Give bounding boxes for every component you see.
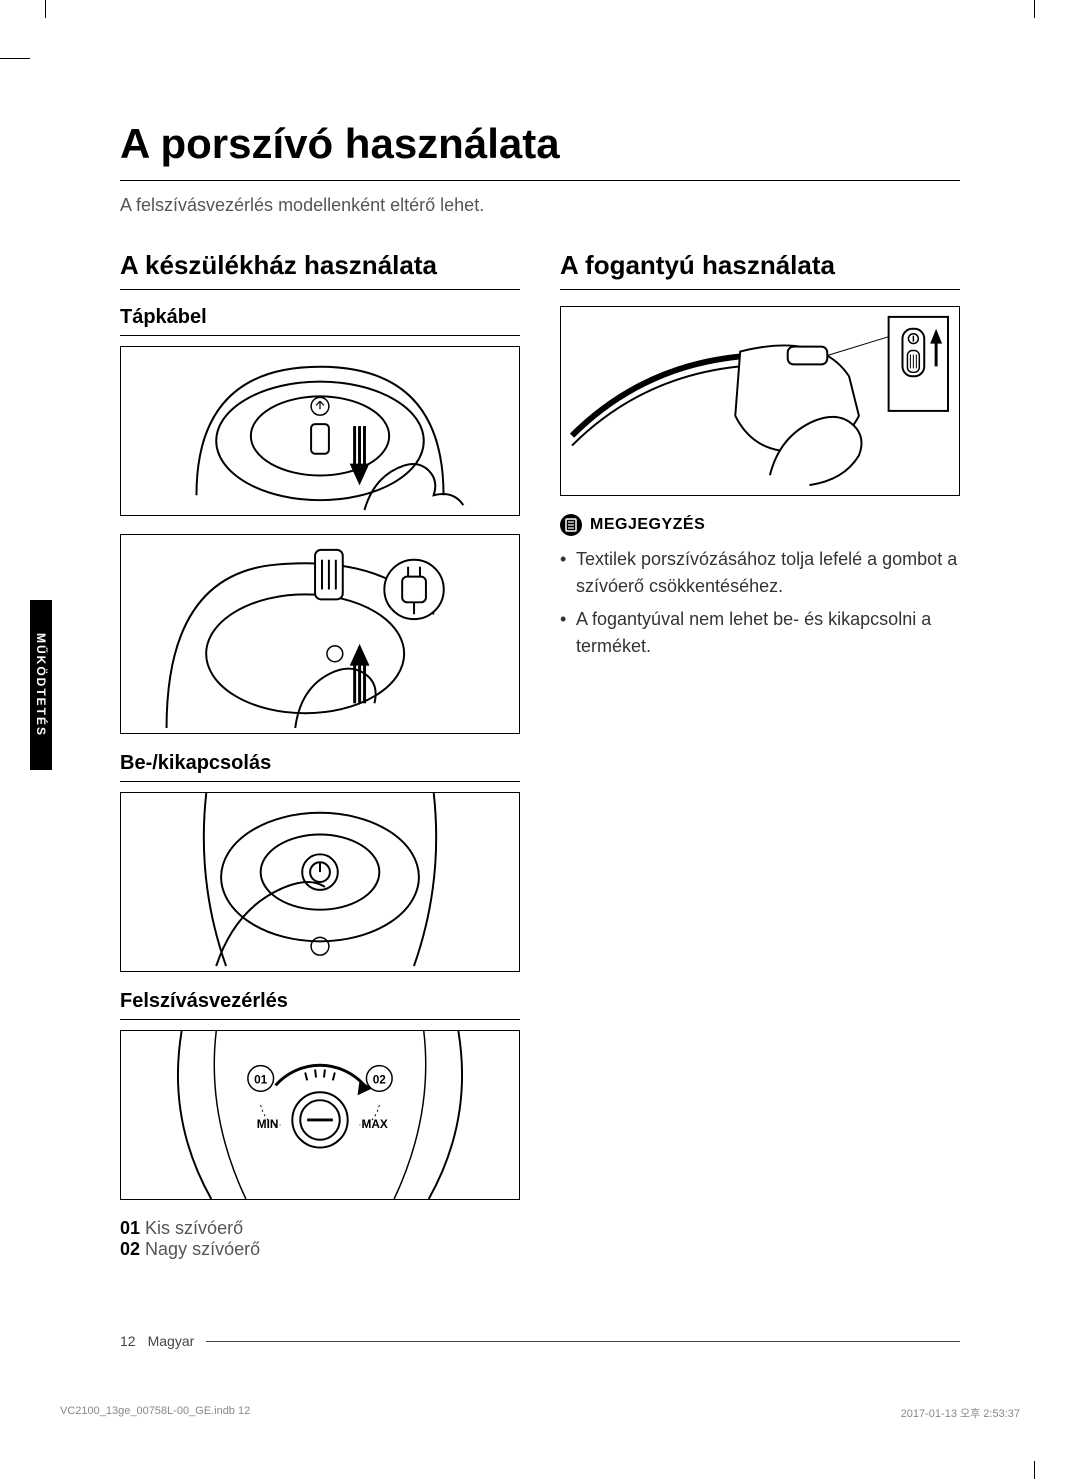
crop-mark bbox=[1034, 0, 1035, 18]
heading-rule bbox=[120, 289, 520, 290]
section-heading-cable: Tápkábel bbox=[120, 306, 520, 329]
left-column: A készülékház használata Tápkábel bbox=[120, 250, 520, 1260]
legend-num: 02 bbox=[120, 1239, 140, 1259]
suction-legend: 01 Kis szívóerő 02 Nagy szívóerő bbox=[120, 1218, 520, 1260]
legend-item: 01 Kis szívóerő bbox=[120, 1218, 520, 1239]
footer-rule bbox=[206, 1341, 960, 1342]
section-heading-suction: Felszívásvezérlés bbox=[120, 990, 520, 1013]
figure-cable-plug bbox=[120, 534, 520, 734]
print-time: 2017-01-13 오후 2:53:37 bbox=[901, 1405, 1020, 1421]
legend-num: 01 bbox=[120, 1218, 140, 1238]
figure-suction-dial: MIN MAX 01 02 bbox=[120, 1030, 520, 1200]
page-footer: 12 Magyar bbox=[120, 1333, 960, 1349]
intro-text: A felszívásvezérlés modellenként eltérő … bbox=[120, 195, 960, 216]
legend-item: 02 Nagy szívóerő bbox=[120, 1239, 520, 1260]
note-item: A fogantyúval nem lehet be- és kikapcsol… bbox=[560, 606, 960, 660]
legend-text: Nagy szívóerő bbox=[145, 1239, 260, 1259]
dial-num-02: 02 bbox=[373, 1072, 387, 1086]
subheading-rule bbox=[120, 781, 520, 782]
figure-handle bbox=[560, 306, 960, 496]
note-header: MEGJEGYZÉS bbox=[560, 514, 960, 536]
left-heading: A készülékház használata bbox=[120, 250, 520, 281]
page-content: A porszívó használata A felszívásvezérlé… bbox=[120, 120, 960, 1260]
page-title: A porszívó használata bbox=[120, 120, 960, 168]
subheading-rule bbox=[120, 335, 520, 336]
print-file: VC2100_13ge_00758L-00_GE.indb 12 bbox=[60, 1405, 250, 1421]
note-item: Textilek porszívózásához tolja lefelé a … bbox=[560, 546, 960, 600]
crop-mark bbox=[45, 0, 85, 18]
right-column: A fogantyú használata bbox=[560, 250, 960, 1260]
crop-mark bbox=[1034, 1461, 1035, 1479]
page-number: 12 bbox=[120, 1333, 136, 1349]
crop-mark bbox=[0, 58, 30, 59]
legend-text: Kis szívóerő bbox=[145, 1218, 243, 1238]
side-tab: MŰKÖDTETÉS bbox=[30, 600, 52, 770]
two-columns: A készülékház használata Tápkábel bbox=[120, 250, 960, 1260]
right-heading: A fogantyú használata bbox=[560, 250, 960, 281]
language-label: Magyar bbox=[148, 1333, 195, 1349]
note-list: Textilek porszívózásához tolja lefelé a … bbox=[560, 546, 960, 660]
section-heading-power: Be-/kikapcsolás bbox=[120, 752, 520, 775]
dial-max-label: MAX bbox=[362, 1117, 388, 1131]
heading-rule bbox=[560, 289, 960, 290]
print-marks: VC2100_13ge_00758L-00_GE.indb 12 2017-01… bbox=[60, 1405, 1020, 1421]
note-icon bbox=[560, 514, 582, 536]
dial-num-01: 01 bbox=[254, 1072, 268, 1086]
note-label: MEGJEGYZÉS bbox=[590, 516, 705, 534]
figure-power-button bbox=[120, 792, 520, 972]
figure-cable-rewind bbox=[120, 346, 520, 516]
title-rule bbox=[120, 180, 960, 181]
subheading-rule bbox=[120, 1019, 520, 1020]
